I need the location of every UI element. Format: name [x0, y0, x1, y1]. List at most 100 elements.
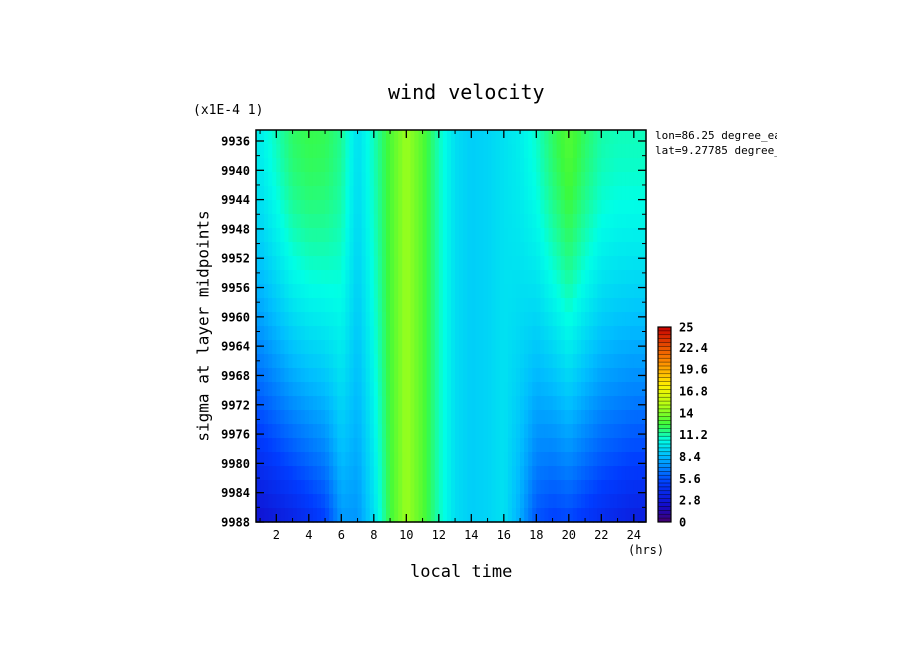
heatmap-cell	[609, 368, 615, 383]
heatmap-cell	[520, 326, 525, 341]
heatmap-cell	[633, 508, 639, 523]
heatmap-cell	[536, 382, 541, 397]
heatmap-cell	[276, 158, 281, 173]
heatmap-cell	[312, 438, 318, 453]
heatmap-cell	[341, 396, 346, 411]
heatmap-cell	[288, 312, 294, 327]
heatmap-cell	[300, 452, 306, 467]
heatmap-cell	[268, 312, 273, 327]
heatmap-cell	[524, 438, 529, 453]
heatmap-cell	[377, 186, 383, 201]
heatmap-cell	[483, 494, 489, 509]
heatmap-cell	[288, 466, 294, 481]
colorbar-band	[658, 428, 671, 433]
heatmap-cell	[373, 452, 379, 467]
heatmap-cell	[605, 130, 611, 145]
heatmap-cell	[357, 354, 363, 369]
heatmap-cell	[288, 284, 294, 299]
heatmap-cell	[637, 214, 643, 229]
heatmap-cell	[264, 326, 269, 341]
heatmap-cell	[256, 228, 261, 243]
heatmap-cell	[564, 186, 570, 201]
y-tick-label: 9940	[221, 164, 250, 178]
heatmap-cell	[394, 242, 399, 257]
heatmap-cell	[353, 242, 359, 257]
heatmap-cell	[520, 396, 525, 411]
heatmap-cell	[491, 298, 497, 313]
heatmap-cell	[394, 312, 399, 327]
heatmap-cell	[353, 396, 359, 411]
heatmap-cell	[394, 396, 399, 411]
heatmap-cell	[422, 270, 428, 285]
heatmap-cell	[260, 172, 265, 187]
heatmap-cell	[483, 326, 489, 341]
heatmap-cell	[471, 354, 476, 369]
heatmap-cell	[377, 368, 383, 383]
heatmap-cell	[377, 508, 383, 523]
heatmap-cell	[402, 354, 407, 369]
heatmap-cell	[256, 144, 261, 159]
heatmap-cell	[325, 130, 330, 145]
heatmap-cell	[471, 326, 476, 341]
scale-note: (x1E-4 1)	[193, 103, 264, 118]
heatmap-cell	[528, 382, 533, 397]
heatmap-cell	[402, 144, 407, 159]
heatmap-cell	[398, 326, 403, 341]
heatmap-cell	[560, 284, 566, 299]
heatmap-cell	[581, 382, 586, 397]
heatmap-cell	[333, 326, 338, 341]
heatmap-cell	[292, 354, 298, 369]
heatmap-cell	[593, 410, 598, 425]
heatmap-cell	[422, 326, 428, 341]
heatmap-cell	[499, 172, 505, 187]
heatmap-cell	[308, 186, 314, 201]
heatmap-cell	[394, 494, 399, 509]
heatmap-cell	[442, 354, 448, 369]
heatmap-cell	[430, 354, 436, 369]
heatmap-cell	[365, 396, 371, 411]
heatmap-cell	[572, 144, 578, 159]
heatmap-cell	[296, 326, 302, 341]
heatmap-cell	[325, 466, 330, 481]
heatmap-cell	[507, 326, 513, 341]
heatmap-cell	[593, 466, 598, 481]
heatmap-cell	[585, 256, 590, 271]
heatmap-cell	[325, 242, 330, 257]
heatmap-cell	[556, 312, 562, 327]
colorbar-band	[658, 342, 671, 347]
heatmap-cell	[264, 424, 269, 439]
heatmap-cell	[390, 438, 395, 453]
heatmap-cell	[589, 200, 594, 215]
heatmap-cell	[471, 494, 476, 509]
heatmap-cell	[467, 228, 472, 243]
heatmap-cell	[434, 480, 440, 495]
heatmap-cell	[568, 214, 574, 229]
heatmap-cell	[345, 480, 351, 495]
heatmap-cell	[260, 424, 265, 439]
heatmap-cell	[459, 466, 464, 481]
heatmap-cell	[406, 130, 411, 145]
heatmap-cell	[585, 354, 590, 369]
heatmap-cell	[268, 438, 273, 453]
heatmap-cell	[442, 158, 448, 173]
heatmap-cell	[511, 158, 517, 173]
heatmap-cell	[524, 256, 529, 271]
heatmap-cell	[633, 200, 639, 215]
heatmap-cell	[337, 200, 342, 215]
heatmap-cell	[475, 284, 481, 299]
heatmap-cell	[520, 298, 525, 313]
heatmap-cell	[629, 214, 635, 229]
heatmap-cell	[406, 172, 411, 187]
heatmap-cell	[349, 396, 355, 411]
heatmap-cell	[609, 214, 615, 229]
heatmap-cell	[337, 354, 342, 369]
heatmap-cell	[442, 312, 448, 327]
heatmap-cell	[292, 340, 298, 355]
heatmap-cell	[641, 130, 647, 145]
heatmap-cell	[398, 382, 403, 397]
heatmap-cell	[536, 270, 541, 285]
heatmap-cell	[345, 452, 351, 467]
heatmap-cell	[280, 452, 286, 467]
heatmap-cell	[272, 480, 277, 495]
heatmap-cell	[576, 424, 582, 439]
